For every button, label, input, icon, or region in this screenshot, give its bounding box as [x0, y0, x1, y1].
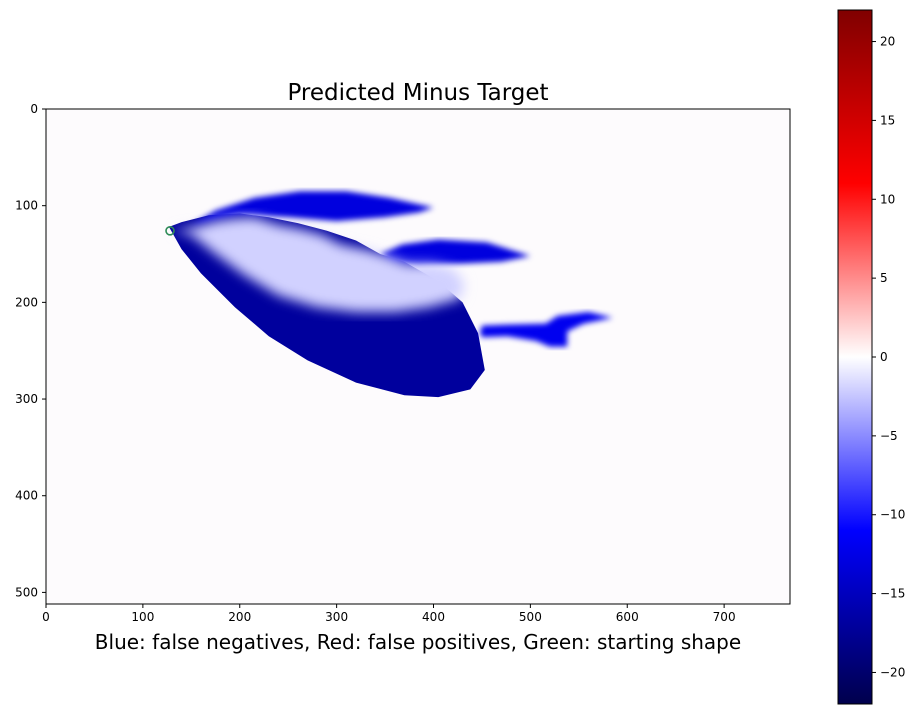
x-tick-label: 700 — [713, 610, 736, 624]
y-tick-label: 0 — [30, 102, 38, 116]
region-inner-light — [172, 217, 465, 312]
x-tick-label: 600 — [616, 610, 639, 624]
colorbar-ticks: −20 −15 −10 −5 0 5 10 15 20 — [872, 35, 905, 679]
colorbar-tick-label: −5 — [880, 429, 898, 443]
starting-shape-marker — [165, 226, 175, 236]
x-tick-label: 500 — [519, 610, 542, 624]
x-tick-label: 100 — [131, 610, 154, 624]
colorbar-tick-label: 5 — [880, 271, 888, 285]
x-axis: 0 100 200 300 400 500 600 700 — [42, 604, 736, 624]
heatmap-regions — [169, 191, 613, 398]
y-tick-label: 400 — [15, 489, 38, 503]
y-tick-label: 100 — [15, 199, 38, 213]
x-axis-label: Blue: false negatives, Red: false positi… — [95, 630, 741, 654]
colorbar-tick-label: 20 — [880, 35, 895, 49]
colorbar-tick-label: 15 — [880, 113, 895, 127]
colorbar-tick-label: 0 — [880, 350, 888, 364]
y-tick-label: 500 — [15, 585, 38, 599]
colorbar-gradient — [837, 9, 873, 705]
y-axis: 0 100 200 300 400 500 — [15, 102, 46, 599]
y-tick-label: 300 — [15, 392, 38, 406]
x-tick-label: 300 — [325, 610, 348, 624]
region-tail — [480, 312, 613, 347]
colorbar: −20 −15 −10 −5 0 5 10 15 20 — [837, 9, 905, 705]
colorbar-tick-label: 10 — [880, 192, 895, 206]
region-middle-fin — [380, 239, 531, 266]
marker-layer — [165, 226, 175, 236]
colorbar-tick-label: −20 — [880, 665, 905, 679]
plot-frame — [45, 108, 791, 605]
x-tick-label: 0 — [42, 610, 50, 624]
x-tick-label: 400 — [422, 610, 445, 624]
colorbar-tick-label: −15 — [880, 587, 905, 601]
chart-title: Predicted Minus Target — [287, 80, 548, 106]
x-tick-label: 200 — [228, 610, 251, 624]
colorbar-tick-label: −10 — [880, 508, 905, 522]
y-tick-label: 200 — [15, 295, 38, 309]
plot-area — [45, 108, 791, 605]
region-upper-fin — [191, 191, 434, 225]
